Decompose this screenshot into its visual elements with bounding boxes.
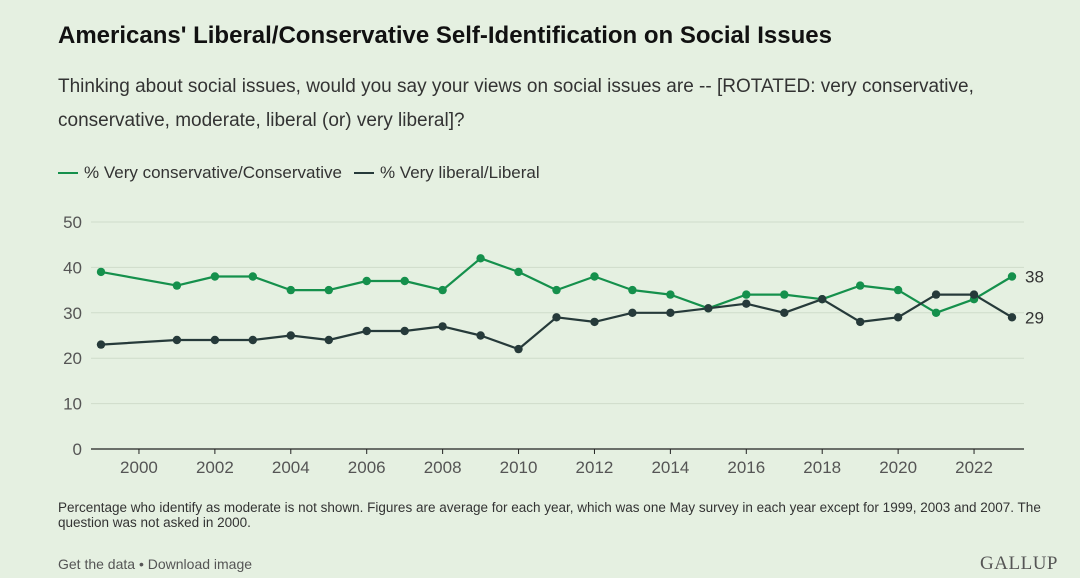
x-tick-label: 2018 <box>803 458 841 477</box>
y-tick-label: 0 <box>73 440 82 459</box>
data-point-liberal <box>704 304 713 313</box>
end-label-liberal: 29 <box>1025 308 1044 327</box>
y-tick-label: 20 <box>63 349 82 368</box>
legend-item-conservative: % Very conservative/Conservative <box>58 163 342 183</box>
footer-links: Get the data • Download image <box>58 556 252 572</box>
data-point-conservative <box>324 285 333 295</box>
line-chart: 0 10 20 30 40 50 2000 2002 2004 2006 2008 2010 2012 2… <box>63 213 1044 477</box>
data-point-liberal <box>969 290 979 299</box>
data-point-conservative <box>552 285 561 295</box>
data-point-liberal <box>172 335 182 345</box>
legend-label-liberal: % Very liberal/Liberal <box>379 163 540 182</box>
data-point-liberal <box>856 317 865 327</box>
data-point-liberal <box>742 299 751 308</box>
data-point-liberal <box>476 331 485 340</box>
x-tick-label: 2008 <box>424 458 462 477</box>
data-point-conservative <box>476 254 485 263</box>
chart-footnote: Percentage who identify as moderate is n… <box>58 500 1041 530</box>
data-point-conservative <box>286 285 295 295</box>
y-tick-label: 10 <box>63 395 82 414</box>
data-point-conservative <box>742 290 751 299</box>
x-tick-label: 2002 <box>196 458 234 477</box>
get-data-link[interactable]: Get the data <box>58 556 136 572</box>
data-point-conservative <box>666 290 675 299</box>
data-point-liberal <box>286 331 295 340</box>
x-tick-label: 2014 <box>651 458 689 477</box>
x-tick-label: 2006 <box>348 458 386 477</box>
data-point-liberal <box>96 340 106 349</box>
x-tick-label: 2000 <box>120 458 158 477</box>
data-point-conservative <box>362 276 371 286</box>
data-point-liberal <box>438 322 447 331</box>
data-point-conservative <box>628 285 637 295</box>
data-point-conservative <box>438 285 447 295</box>
chart-title: Americans' Liberal/Conservative Self-Ide… <box>58 22 832 49</box>
data-point-conservative <box>856 281 865 290</box>
data-point-conservative <box>210 272 220 281</box>
data-point-liberal <box>666 308 675 317</box>
data-point-liberal <box>400 326 409 336</box>
data-point-conservative <box>514 267 523 277</box>
data-point-liberal <box>552 313 561 322</box>
legend-swatch-liberal <box>353 172 374 174</box>
data-point-conservative <box>172 281 182 290</box>
y-tick-label: 30 <box>63 304 82 323</box>
x-tick-label: 2016 <box>727 458 765 477</box>
chart-legend: % Very conservative/Conservative % Very … <box>58 163 552 183</box>
series-line-conservative <box>100 257 1013 314</box>
link-separator: • <box>135 556 148 572</box>
series-line-liberal <box>100 293 1013 351</box>
chart-subtitle: Thinking about social issues, would you … <box>58 76 974 131</box>
data-point-liberal <box>780 308 789 317</box>
legend-item-liberal: % Very liberal/Liberal <box>353 163 540 183</box>
data-point-liberal <box>931 290 941 299</box>
x-tick-label: 2020 <box>879 458 917 477</box>
data-point-liberal <box>514 344 523 354</box>
data-point-conservative <box>96 267 106 277</box>
data-point-liberal <box>248 335 257 345</box>
x-tick-label: 2010 <box>500 458 538 477</box>
data-point-conservative <box>780 290 789 299</box>
legend-swatch-conservative <box>58 172 78 174</box>
legend-label-conservative: % Very conservative/Conservative <box>84 163 342 182</box>
data-point-liberal <box>893 313 903 322</box>
data-point-conservative <box>893 285 903 295</box>
gallup-logo: GALLUP <box>980 553 1058 574</box>
x-tick-label: 2012 <box>576 458 614 477</box>
end-label-conservative: 38 <box>1025 267 1044 286</box>
data-point-conservative <box>400 276 409 286</box>
data-point-liberal <box>818 295 827 304</box>
download-image-link[interactable]: Download image <box>147 556 253 572</box>
data-point-liberal <box>628 308 637 317</box>
data-point-liberal <box>362 326 371 336</box>
x-tick-label: 2022 <box>955 458 993 477</box>
data-point-liberal <box>210 335 220 345</box>
data-point-conservative <box>590 272 599 281</box>
y-tick-label: 40 <box>63 258 82 277</box>
data-point-conservative <box>1007 272 1017 281</box>
data-point-liberal <box>590 317 599 327</box>
data-point-liberal <box>1007 313 1017 322</box>
data-point-conservative <box>931 308 941 317</box>
data-point-liberal <box>324 335 333 345</box>
x-tick-label: 2004 <box>272 458 310 477</box>
data-point-conservative <box>248 272 257 281</box>
y-tick-label: 50 <box>63 213 82 232</box>
